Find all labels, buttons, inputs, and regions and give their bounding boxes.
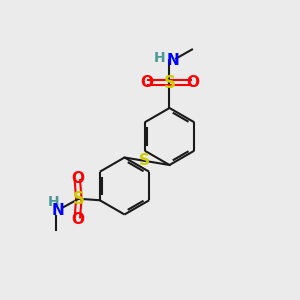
Text: S: S [164,74,175,92]
Text: H: H [47,195,59,209]
Text: O: O [186,75,199,90]
Text: S: S [73,190,85,208]
Text: O: O [140,75,153,90]
Text: O: O [71,212,84,227]
Text: N: N [51,203,64,218]
Text: H: H [154,51,166,64]
Text: N: N [166,52,179,68]
Text: S: S [139,153,150,168]
Text: O: O [71,171,84,186]
